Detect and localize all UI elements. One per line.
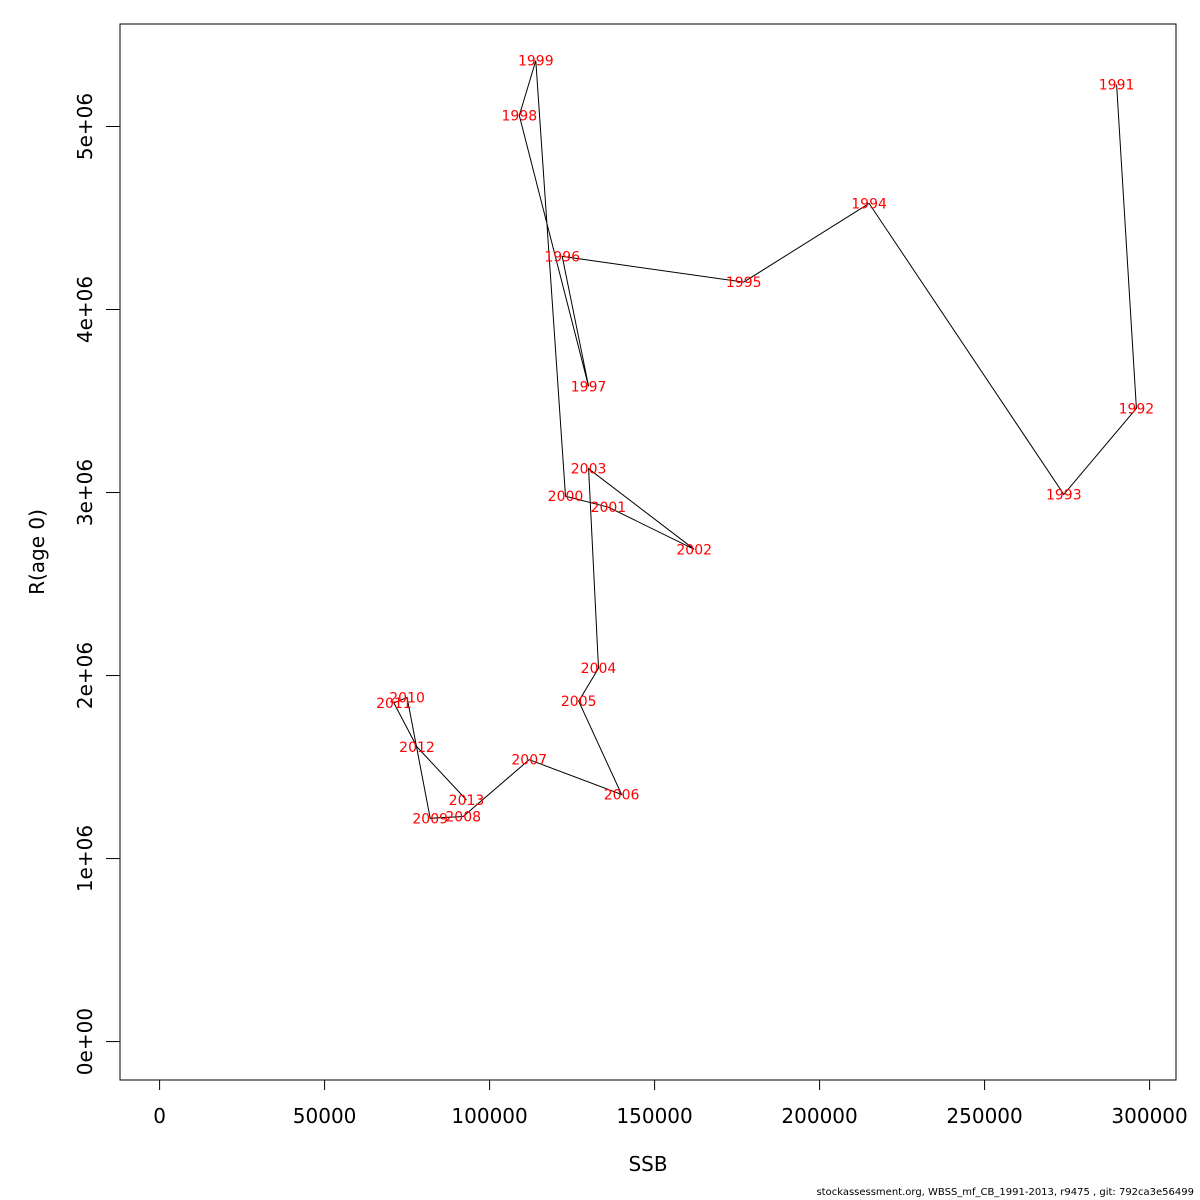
- point-label-1998: 1998: [501, 109, 537, 125]
- point-label-2010: 2010: [389, 690, 425, 706]
- point-label-2012: 2012: [399, 740, 435, 756]
- plot-frame: [119, 23, 1177, 1081]
- point-label-1992: 1992: [1119, 401, 1155, 417]
- series-line: [393, 60, 1137, 819]
- y-tick-label: 4e+06: [73, 276, 97, 343]
- point-label-2007: 2007: [511, 753, 547, 769]
- x-tick-label: 50000: [293, 1104, 357, 1128]
- x-tick-label: 250000: [946, 1104, 1022, 1128]
- y-tick-label: 1e+06: [73, 825, 97, 892]
- x-axis: 0 50000 100000 150000 200000 250000 300000: [153, 1079, 1188, 1128]
- y-axis-label: R(age 0): [25, 509, 49, 595]
- point-label-1999: 1999: [518, 54, 554, 70]
- point-label-2013: 2013: [449, 793, 485, 809]
- point-label-2005: 2005: [561, 694, 597, 710]
- y-axis: 0e+00 1e+06 2e+06 3e+06 4e+06 5e+06: [73, 93, 121, 1075]
- stock-recruit-series: 1991 1992 1993 1994 1995 1996 1997 1998 1999 2000…: [376, 54, 1154, 828]
- point-label-1993: 1993: [1046, 487, 1082, 503]
- point-label-2008: 2008: [445, 809, 481, 825]
- footer-note: stockassessment.org, WBSS_mf_CB_1991-201…: [816, 1187, 1194, 1198]
- x-axis-label: SSB: [628, 1152, 667, 1176]
- y-tick-label: 2e+06: [73, 642, 97, 709]
- x-tick-label: 150000: [616, 1104, 692, 1128]
- point-label-2009: 2009: [412, 811, 448, 827]
- point-label-2011: 2011: [376, 696, 412, 712]
- y-tick-label: 5e+06: [73, 93, 97, 160]
- point-label-2003: 2003: [571, 462, 607, 478]
- point-label-1997: 1997: [571, 379, 607, 395]
- x-tick-label: 0: [153, 1104, 166, 1128]
- x-tick-label: 200000: [781, 1104, 857, 1128]
- point-label-1995: 1995: [726, 275, 762, 291]
- point-label-2001: 2001: [591, 500, 627, 516]
- point-label-2000: 2000: [548, 489, 584, 505]
- y-tick-label: 3e+06: [73, 459, 97, 526]
- point-label-2002: 2002: [676, 542, 712, 558]
- point-label-2004: 2004: [581, 661, 617, 677]
- point-label-1994: 1994: [851, 196, 887, 212]
- x-tick-label: 300000: [1111, 1104, 1187, 1128]
- y-tick-label: 0e+00: [73, 1008, 97, 1075]
- point-label-1996: 1996: [544, 249, 580, 265]
- point-label-1991: 1991: [1099, 77, 1135, 93]
- x-tick-label: 100000: [451, 1104, 527, 1128]
- point-label-2006: 2006: [604, 787, 640, 803]
